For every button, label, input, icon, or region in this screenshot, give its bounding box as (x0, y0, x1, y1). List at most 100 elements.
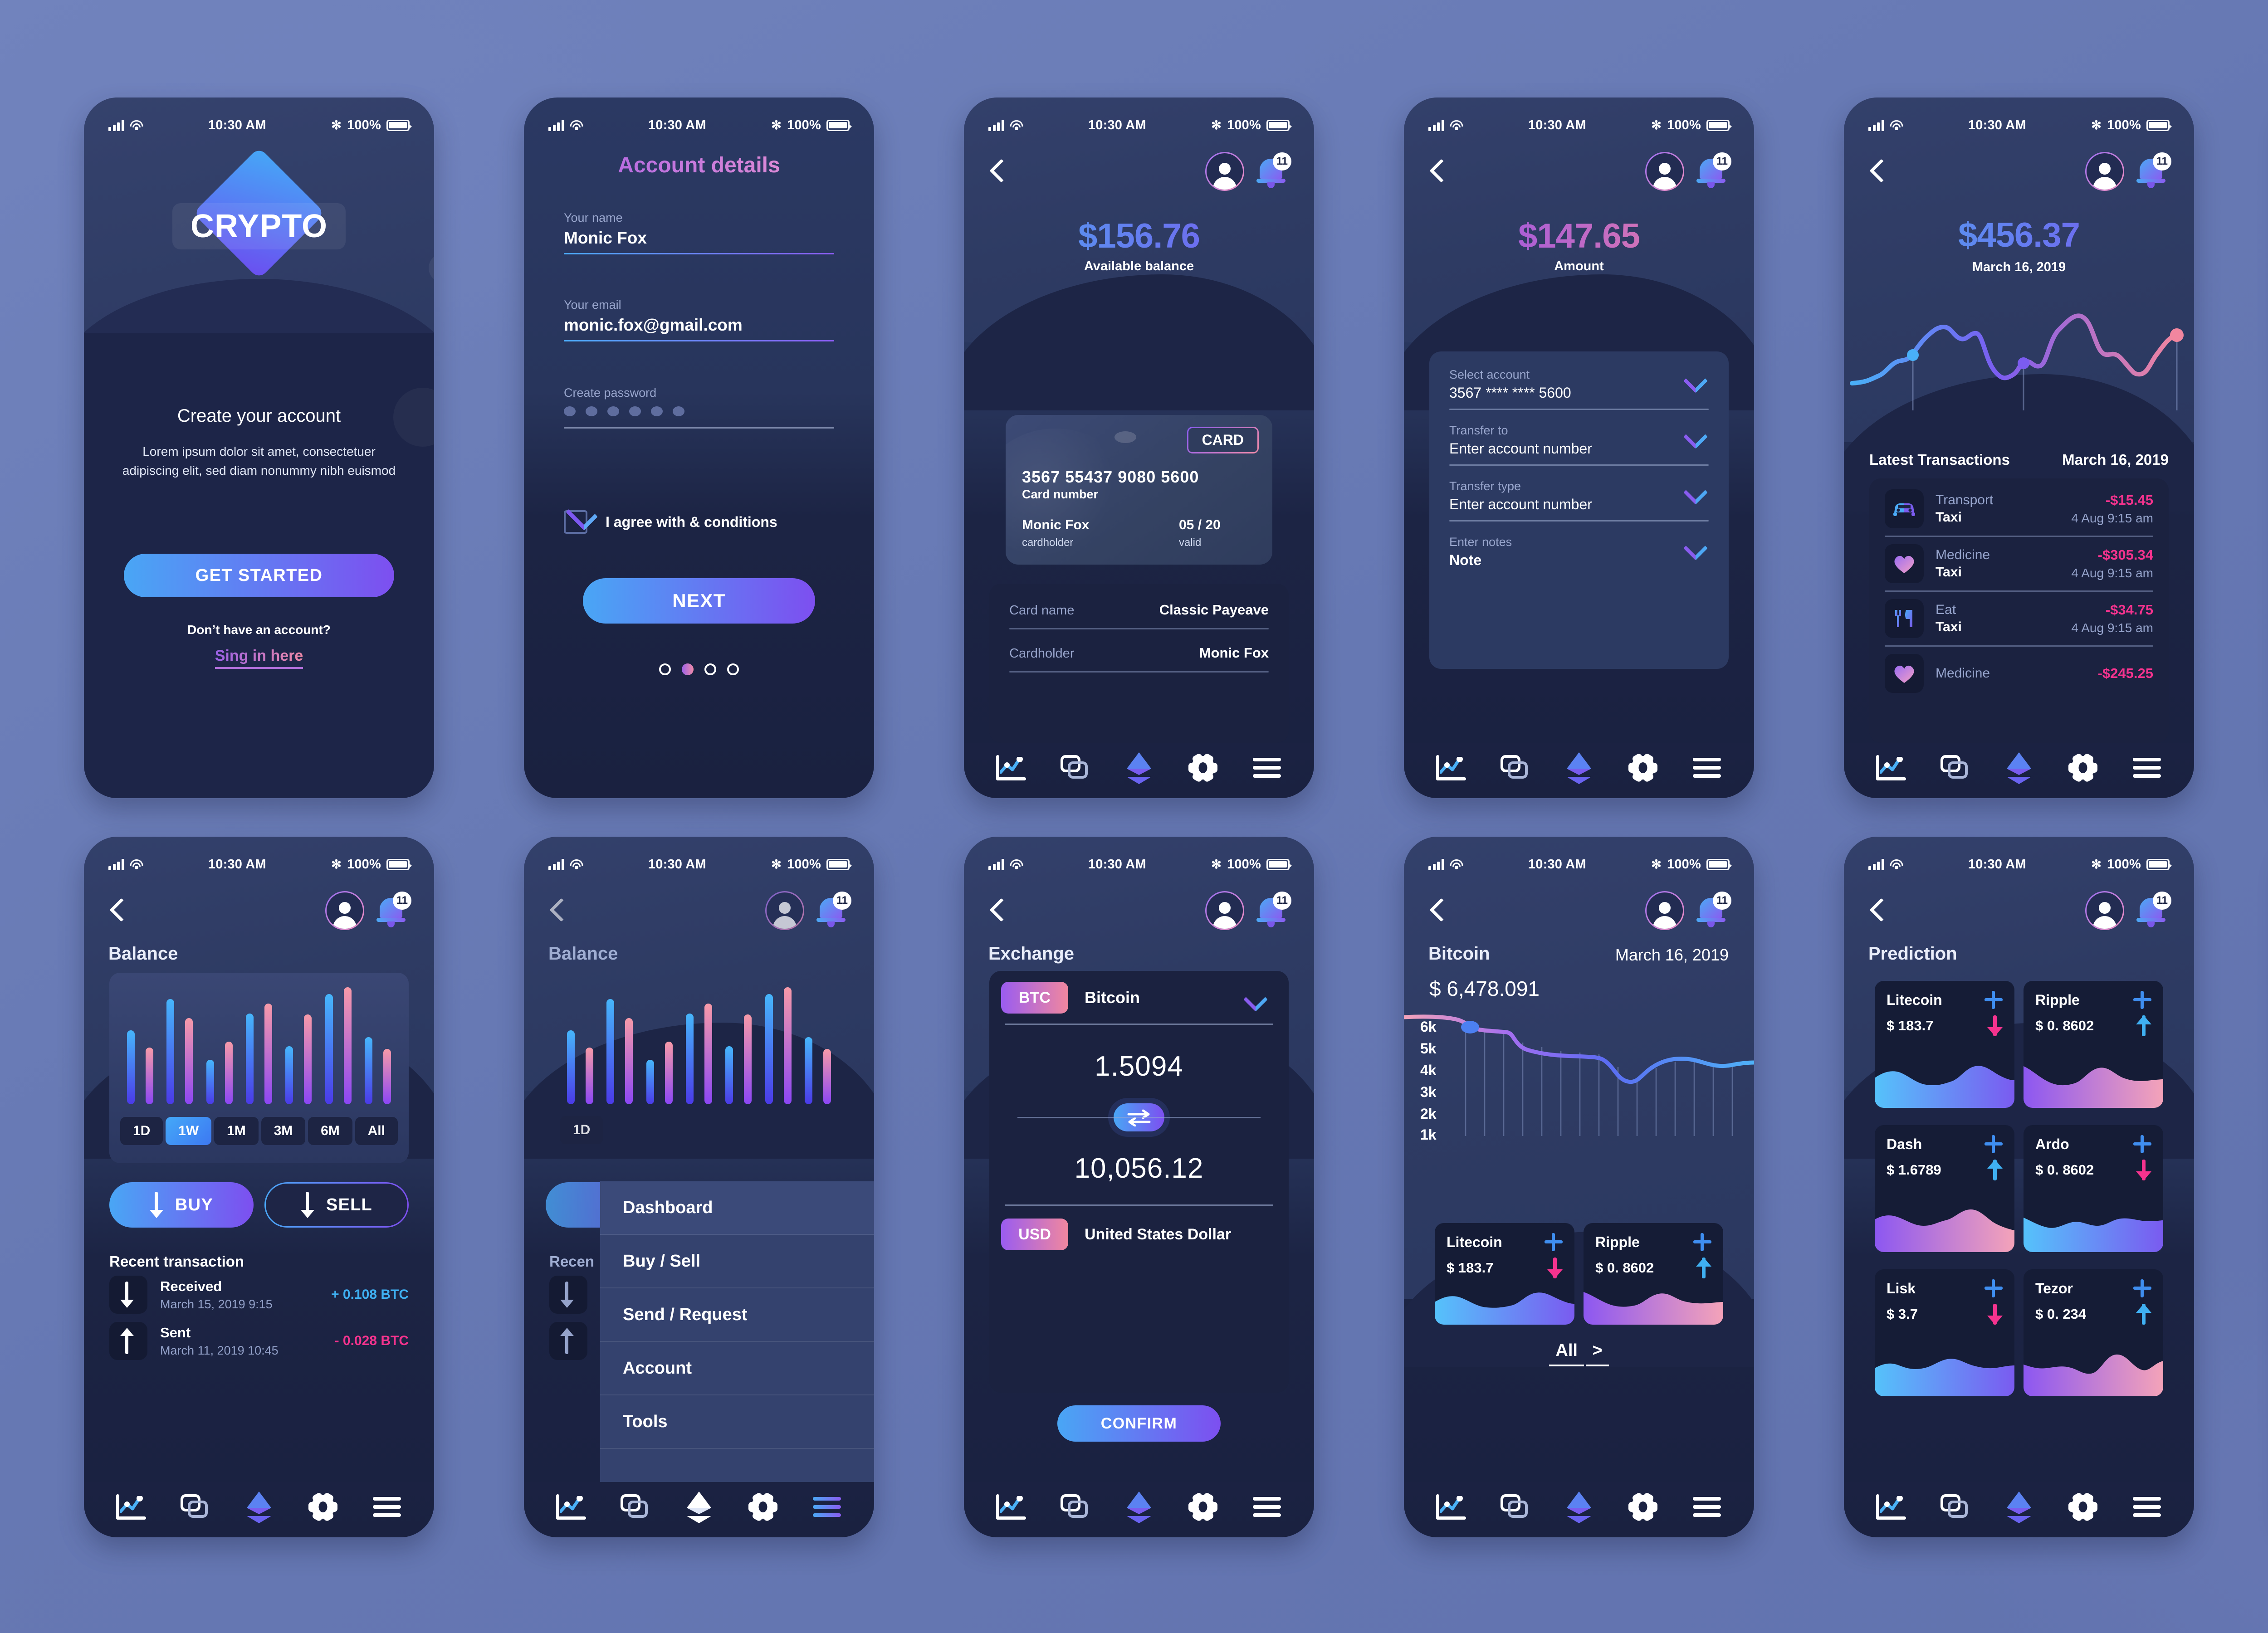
nav-chart-icon[interactable] (1430, 751, 1472, 784)
table-row[interactable]: Medicine -$245.25 (1885, 647, 2153, 700)
notifications-bell-icon[interactable]: 11 (2136, 892, 2171, 929)
coin-card-dash[interactable]: Dash $ 1.6789 (1875, 1125, 2014, 1252)
nav-cards-icon[interactable] (1934, 1491, 1976, 1523)
range-3m[interactable]: 3M (261, 1117, 306, 1145)
nav-gear-icon[interactable] (302, 1491, 344, 1523)
chevron-down-icon[interactable] (1685, 540, 1709, 551)
select-account-field[interactable]: Select account 3567 **** **** 5600 (1449, 368, 1709, 410)
coin-card-litecoin[interactable]: Litecoin $ 183.7 (1875, 981, 2014, 1108)
notifications-bell-icon[interactable]: 11 (2136, 152, 2171, 190)
range-1w[interactable]: 1W (166, 1117, 212, 1145)
avatar[interactable] (2085, 891, 2124, 930)
coin-card-ripple[interactable]: Ripple $ 0. 8602 (2024, 981, 2163, 1108)
add-icon[interactable] (1693, 1233, 1711, 1251)
back-button[interactable] (1427, 157, 1447, 186)
range-1d[interactable]: 1D (120, 1117, 163, 1145)
nav-cards-icon[interactable] (1494, 1491, 1536, 1523)
nav-cards-icon[interactable] (1054, 751, 1096, 784)
nav-menu-icon[interactable] (366, 1491, 408, 1523)
nav-ethereum-icon[interactable] (1998, 1491, 2040, 1523)
agree-checkbox[interactable] (564, 510, 587, 534)
back-button[interactable] (1867, 896, 1887, 925)
nav-cards-icon[interactable] (614, 1491, 656, 1523)
nav-gear-icon[interactable] (1622, 1491, 1664, 1523)
back-button[interactable] (1427, 896, 1447, 925)
chevron-down-icon[interactable] (1685, 484, 1709, 496)
nav-ethereum-icon[interactable] (1118, 751, 1160, 784)
nav-gear-icon[interactable] (1622, 751, 1664, 784)
nav-cards-icon[interactable] (174, 1491, 216, 1523)
nav-ethereum-icon[interactable] (1118, 1491, 1160, 1523)
coin-card-lisk[interactable]: Lisk $ 3.7 (1875, 1269, 2014, 1396)
nav-gear-icon[interactable] (2062, 751, 2104, 784)
sign-in-link[interactable]: Sing in here (215, 647, 303, 669)
nav-menu-icon[interactable] (1246, 751, 1288, 784)
range-all[interactable]: All (355, 1117, 398, 1145)
add-icon[interactable] (1984, 991, 2003, 1009)
avatar[interactable] (325, 891, 364, 930)
email-field[interactable]: Your email monic.fox@gmail.com (564, 298, 834, 341)
range-6m[interactable]: 6M (308, 1117, 352, 1145)
pager-dot[interactable] (704, 663, 716, 675)
back-button[interactable] (987, 896, 1007, 925)
menu-item-dashboard[interactable]: Dashboard (600, 1181, 874, 1235)
avatar[interactable] (1645, 152, 1684, 191)
avatar[interactable] (765, 891, 804, 930)
nav-chart-icon[interactable] (1430, 1491, 1472, 1523)
pager-dot[interactable] (727, 663, 739, 675)
credit-card[interactable]: CARD 3567 55437 9080 5600 Card number Mo… (1006, 415, 1272, 565)
coin-card-ardo[interactable]: Ardo $ 0. 8602 (2024, 1125, 2163, 1252)
range-1m[interactable]: 1M (214, 1117, 259, 1145)
notifications-bell-icon[interactable]: 11 (1256, 152, 1291, 190)
chevron-down-icon[interactable] (1245, 991, 1272, 1003)
menu-item-tools[interactable]: Tools (600, 1395, 874, 1449)
buy-button[interactable]: BUY (109, 1182, 254, 1228)
add-icon[interactable] (1545, 1233, 1563, 1251)
get-started-button[interactable]: GET STARTED (124, 554, 394, 597)
nav-cards-icon[interactable] (1934, 751, 1976, 784)
back-button[interactable] (987, 157, 1007, 186)
name-field[interactable]: Your name Monic Fox (564, 211, 834, 254)
nav-chart-icon[interactable] (110, 1491, 152, 1523)
add-icon[interactable] (2133, 1135, 2151, 1153)
transfer-to-field[interactable]: Transfer to Enter account number (1449, 424, 1709, 466)
menu-item-account[interactable]: Account (600, 1342, 874, 1395)
all-coins-link[interactable]: All > (1404, 1341, 1754, 1366)
terms-row[interactable]: I agree with & conditions (564, 510, 777, 534)
notifications-bell-icon[interactable]: 11 (1256, 892, 1291, 929)
notes-field[interactable]: Enter notes Note (1449, 535, 1709, 569)
add-icon[interactable] (2133, 1279, 2151, 1297)
nav-chart-icon[interactable] (990, 751, 1032, 784)
table-row[interactable]: Eat Taxi -$34.75 4 Aug 9:15 am (1885, 592, 2153, 645)
nav-cards-icon[interactable] (1054, 1491, 1096, 1523)
next-button[interactable]: NEXT (583, 578, 815, 624)
to-amount-value[interactable]: 10,056.12 (1074, 1153, 1204, 1184)
chevron-down-icon[interactable] (1685, 372, 1709, 384)
notifications-bell-icon[interactable]: 11 (376, 892, 411, 929)
nav-ethereum-icon[interactable] (1558, 751, 1600, 784)
confirm-button[interactable]: CONFIRM (1057, 1405, 1221, 1442)
notifications-bell-icon[interactable]: 11 (816, 892, 851, 929)
nav-cards-icon[interactable] (1494, 751, 1536, 784)
list-item[interactable]: Received March 15, 2019 9:15 + 0.108 BTC (109, 1276, 409, 1314)
range-selector[interactable]: 1D 1W 1M 3M 6M All (120, 1117, 398, 1145)
chevron-right-icon[interactable]: > (1586, 1341, 1609, 1366)
nav-menu-icon[interactable] (2126, 751, 2168, 784)
add-icon[interactable] (1984, 1279, 2003, 1297)
nav-chart-icon[interactable] (550, 1491, 592, 1523)
menu-item-buy-sell[interactable]: Buy / Sell (600, 1235, 874, 1288)
nav-chart-icon[interactable] (1870, 1491, 1912, 1523)
nav-ethereum-icon[interactable] (678, 1491, 720, 1523)
from-amount-value[interactable]: 1.5094 (1095, 1051, 1183, 1082)
onboarding-pager[interactable] (524, 663, 874, 675)
nav-menu-icon[interactable] (2126, 1491, 2168, 1523)
add-icon[interactable] (2133, 991, 2151, 1009)
nav-gear-icon[interactable] (1182, 1491, 1224, 1523)
avatar[interactable] (1205, 891, 1244, 930)
back-button[interactable] (547, 896, 567, 925)
notifications-bell-icon[interactable]: 11 (1696, 152, 1731, 190)
transfer-type-field[interactable]: Transfer type Enter account number (1449, 479, 1709, 522)
coin-card-tezor[interactable]: Tezor $ 0. 234 (2024, 1269, 2163, 1396)
notifications-bell-icon[interactable]: 11 (1696, 892, 1731, 929)
nav-ethereum-icon[interactable] (238, 1491, 280, 1523)
